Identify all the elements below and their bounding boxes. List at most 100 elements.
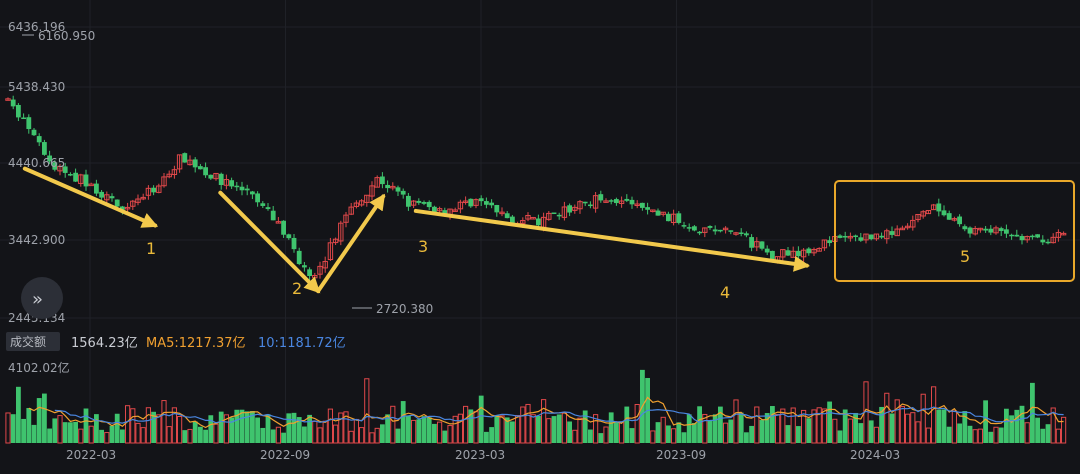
candle-body [36,136,42,143]
volume-bar [484,431,489,443]
volume-bar [941,409,947,443]
candle-body [182,153,188,163]
candle-body [478,198,484,202]
candle-body [140,196,146,200]
volume-bar [619,421,625,444]
volume-bar [920,393,926,444]
volume-bar [686,414,692,443]
candle-body [31,129,37,136]
candle-body [660,211,666,215]
volume-bar [520,406,526,444]
candle-body [930,204,937,211]
candle-body [988,228,994,233]
volume-bar [681,432,687,443]
candle-body [520,220,526,224]
volume-bar [369,432,375,444]
candle-body [577,201,583,210]
candle-body [692,226,697,231]
candle-body [47,155,52,162]
volume-bar [416,419,422,443]
candle-body [281,220,286,235]
volume-bar [801,409,807,444]
candle-body [229,180,234,187]
volume-bar [171,407,178,444]
candle-body [977,227,984,231]
candle-body [494,205,500,213]
volume-bar [988,431,994,443]
volume-bar [931,386,937,444]
candle-body [218,173,224,185]
volume-bar [816,407,822,444]
volume-series [5,369,1067,444]
volume-bar [556,414,562,443]
volume-bar [650,430,656,444]
volume-current: 1564.23亿 [71,336,138,351]
volume-bar [291,412,297,443]
volume-bar [962,411,968,443]
volume-bar [905,413,911,444]
candle-body [390,185,396,189]
candle-body [733,232,739,235]
candle-body [1004,229,1009,234]
wave-label-3: 3 [418,237,428,256]
volume-bar [208,415,214,443]
x-tick-label: 2022-03 [66,448,116,462]
candle-body [894,228,900,237]
volume-bar [156,414,162,444]
candle-body [837,235,843,238]
volume-bar [198,426,203,443]
volume-bar [967,425,973,443]
volume-bar [624,406,630,443]
candle-body [629,199,635,205]
volume-bar [608,412,614,443]
candle-body [410,200,417,206]
expand-button[interactable]: » [21,277,63,319]
candle-body [993,227,999,234]
volume-bar [577,417,583,444]
volume-bar [567,421,572,443]
volume-bar [302,426,307,443]
volume-bar [873,426,879,444]
volume-bar [666,425,671,443]
candle-body [52,162,58,170]
candle-body [666,213,671,222]
volume-bar [525,403,531,444]
volume-bar [957,423,962,443]
candle-body [42,142,47,155]
volume-bar [733,399,739,444]
volume-bar [1061,416,1067,444]
candle-body [676,213,682,223]
volume-bar [114,413,120,443]
candle-body [504,213,510,219]
candle-body [873,233,880,240]
volume-bar [1009,415,1014,443]
candle-body [68,174,73,176]
candle-body [624,198,630,201]
candle-body [462,200,469,203]
candle-body [468,198,474,207]
volume-bar [972,429,978,444]
candle-body [436,208,443,212]
volume-bar [140,427,146,444]
y-tick-label: 6436.196 [8,20,65,34]
candle-body [244,188,250,191]
candle-body [884,230,890,240]
wave-arrow-1 [22,166,159,228]
candle-body [686,227,692,229]
high-annotation: 6160.950 [38,29,95,43]
volume-bar [925,427,931,444]
candle-body [291,237,297,250]
volume-bar [993,426,999,444]
volume-bar [936,409,942,443]
volume-bar [915,421,921,444]
candle-body [598,194,604,201]
volume-bar [796,426,801,443]
volume-bar [239,409,245,443]
candle-body [57,166,63,172]
candle-body [983,228,988,231]
volume-bar [275,426,281,444]
volume-bar [338,412,344,444]
volume-bar [296,417,302,443]
candle-body [234,185,240,188]
